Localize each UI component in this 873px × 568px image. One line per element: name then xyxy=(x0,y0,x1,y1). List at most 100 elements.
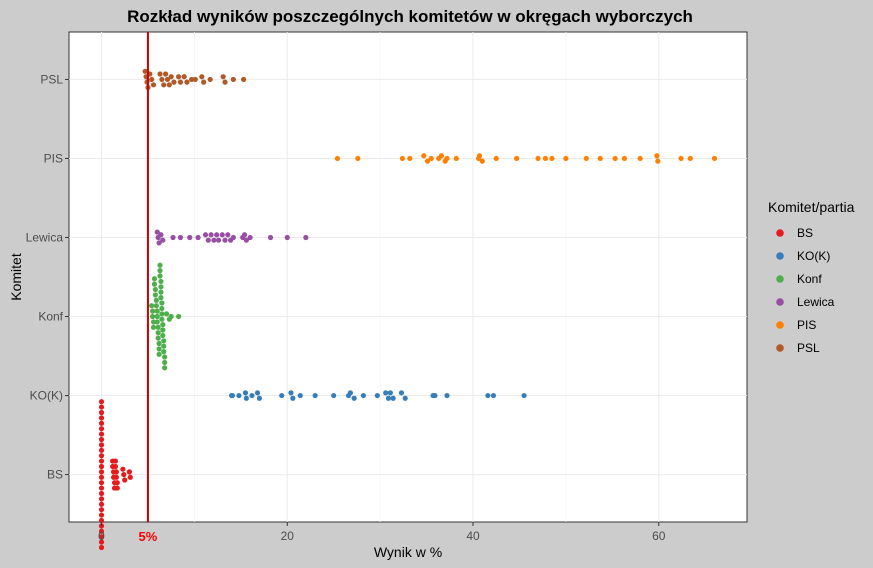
data-point-konf xyxy=(153,297,159,303)
data-point-psl xyxy=(168,74,174,80)
y-axis-title: Komitet xyxy=(8,253,24,301)
data-point-konf xyxy=(162,365,168,371)
data-point-lewica xyxy=(202,232,209,238)
data-point-bs xyxy=(98,436,105,443)
data-point-bs xyxy=(120,466,126,472)
data-point-ko-k- xyxy=(444,392,450,399)
data-point-pis xyxy=(428,155,434,162)
data-point-ko-k- xyxy=(242,390,249,396)
data-point-ko-k- xyxy=(402,395,408,401)
x-tick-label: 0 xyxy=(98,529,105,543)
data-point-lewica xyxy=(222,237,228,243)
data-point-psl xyxy=(188,76,195,83)
data-point-bs xyxy=(98,447,105,453)
data-point-ko-k- xyxy=(243,395,249,401)
data-point-ko-k- xyxy=(312,392,318,399)
data-point-ko-k- xyxy=(290,395,296,401)
y-tick-label: PSL xyxy=(40,72,63,86)
data-point-konf xyxy=(159,305,165,312)
data-point-bs xyxy=(98,480,105,486)
data-point-bs xyxy=(114,480,120,486)
data-point-lewica xyxy=(303,234,309,241)
data-point-psl xyxy=(157,71,163,77)
data-point-ko-k- xyxy=(351,395,357,401)
data-point-ko-k- xyxy=(249,392,255,399)
data-point-konf xyxy=(168,313,174,320)
plot-panel xyxy=(68,31,748,523)
data-point-pis xyxy=(542,155,549,162)
data-point-ko-k- xyxy=(385,395,392,401)
data-point-bs xyxy=(127,474,133,480)
legend-label: Lewica xyxy=(797,295,835,309)
data-point-lewica xyxy=(156,240,162,246)
data-point-konf xyxy=(155,335,161,341)
data-point-konf xyxy=(161,349,167,355)
y-tick-label: Lewica xyxy=(26,230,64,244)
data-point-psl xyxy=(159,76,165,83)
x-tick-label: 60 xyxy=(652,529,666,543)
data-point-lewica xyxy=(214,232,220,238)
x-axis: 0 20 40 60 xyxy=(98,522,666,543)
data-point-bs xyxy=(112,458,119,464)
data-point-bs xyxy=(98,399,105,405)
data-point-lewica xyxy=(160,237,166,243)
data-point-bs xyxy=(98,442,105,448)
data-point-bs xyxy=(98,512,105,518)
data-point-pis xyxy=(355,155,361,162)
data-point-lewica xyxy=(247,234,253,241)
data-point-ko-k- xyxy=(331,392,337,399)
data-point-pis xyxy=(421,153,427,159)
data-point-psl xyxy=(222,79,228,85)
data-point-konf xyxy=(159,311,165,317)
data-point-konf xyxy=(149,303,155,309)
data-point-psl xyxy=(149,76,155,83)
data-point-lewica xyxy=(208,232,214,238)
data-point-ko-k- xyxy=(432,392,438,399)
data-point-pis xyxy=(424,158,431,164)
data-point-ko-k- xyxy=(387,390,393,396)
data-point-bs xyxy=(98,544,105,551)
data-point-bs xyxy=(98,453,105,459)
data-point-bs xyxy=(98,469,105,475)
data-point-bs xyxy=(98,474,105,480)
data-point-psl xyxy=(177,79,184,85)
data-point-konf xyxy=(156,351,162,357)
data-point-konf xyxy=(156,340,162,347)
data-point-psl xyxy=(220,74,226,80)
data-point-konf xyxy=(158,278,164,285)
data-point-konf xyxy=(153,303,159,309)
data-point-konf xyxy=(158,295,164,301)
data-point-bs xyxy=(98,458,105,464)
legend-label: BS xyxy=(797,226,813,240)
data-point-pis xyxy=(549,155,555,162)
data-point-bs xyxy=(98,496,105,502)
data-point-bs xyxy=(113,474,119,480)
data-point-pis xyxy=(407,155,413,162)
data-point-konf xyxy=(151,281,158,287)
data-point-konf xyxy=(160,327,166,333)
data-point-bs xyxy=(98,409,105,416)
data-point-ko-k- xyxy=(521,392,527,399)
data-point-konf xyxy=(154,308,160,314)
data-point-lewica xyxy=(158,232,164,238)
data-point-pis xyxy=(493,155,499,162)
data-point-bs xyxy=(98,404,105,410)
data-point-lewica xyxy=(230,234,236,241)
legend-key xyxy=(776,275,784,283)
data-point-bs xyxy=(114,485,120,491)
legend-label: PIS xyxy=(797,318,816,332)
data-point-lewica xyxy=(195,234,201,241)
data-point-konf xyxy=(160,322,166,328)
data-point-bs xyxy=(98,534,105,540)
x-tick-label: 20 xyxy=(281,529,295,543)
data-point-bs xyxy=(98,426,105,432)
data-point-konf xyxy=(150,319,157,325)
data-point-psl xyxy=(184,79,190,85)
legend: Komitet/partia BS KO(K) Konf Lewica PIS PSL xyxy=(768,199,855,355)
y-tick-label: KO(K) xyxy=(30,389,63,403)
data-point-pis xyxy=(535,155,541,162)
data-point-konf xyxy=(152,292,158,298)
data-point-lewica xyxy=(284,234,290,241)
data-point-lewica xyxy=(241,232,248,238)
